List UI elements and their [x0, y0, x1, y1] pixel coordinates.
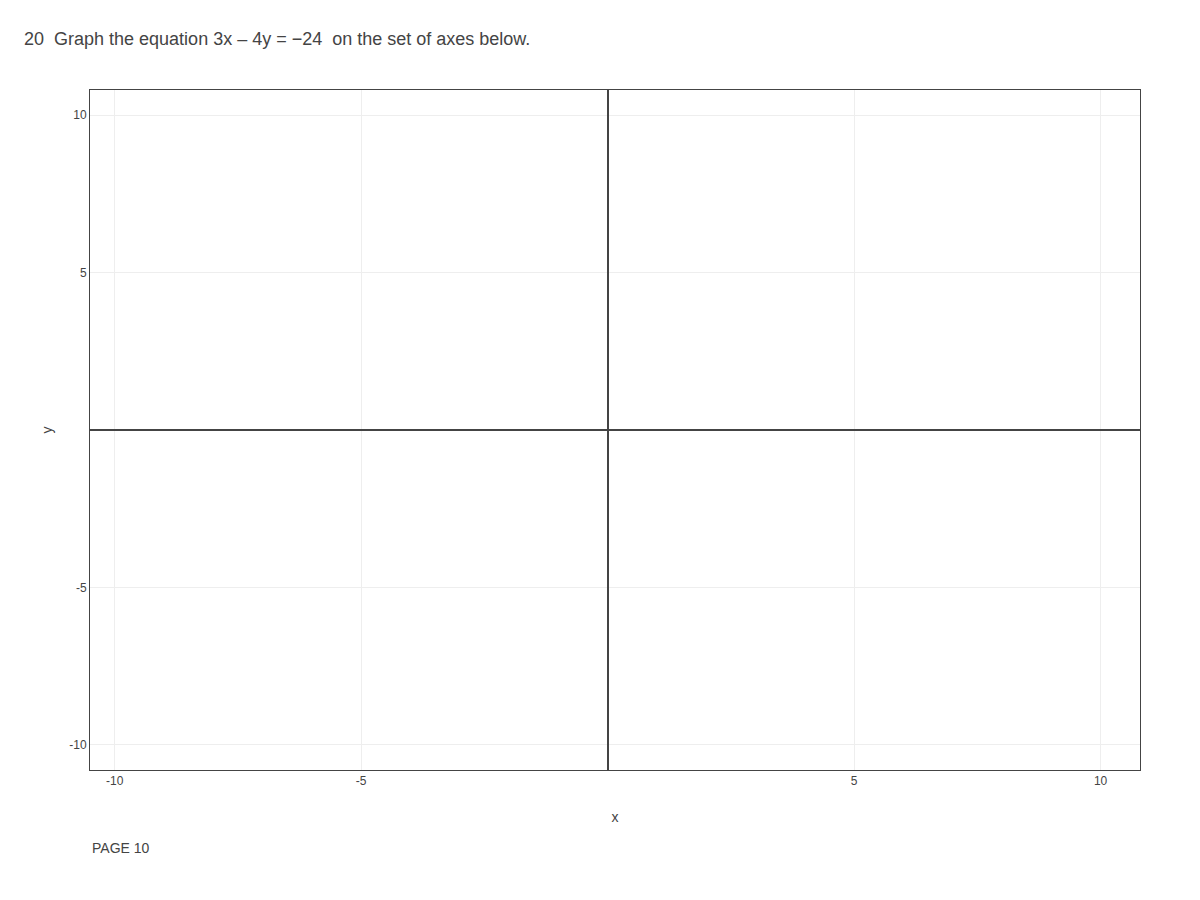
svg-text:10: 10 [73, 108, 87, 122]
svg-text:-10: -10 [106, 774, 124, 788]
svg-text:PAGE 10: PAGE 10 [92, 840, 150, 856]
svg-text:-10: -10 [69, 738, 87, 752]
svg-text:20 Graph the equation 3x – 4y: 20 Graph the equation 3x – 4y = −24 on t… [24, 29, 530, 49]
svg-text:y: y [39, 427, 55, 434]
svg-text:-5: -5 [356, 774, 367, 788]
svg-text:5: 5 [851, 774, 858, 788]
svg-text:-5: -5 [76, 581, 87, 595]
svg-text:10: 10 [1094, 774, 1108, 788]
svg-text:5: 5 [80, 266, 87, 280]
svg-text:x: x [612, 809, 619, 825]
